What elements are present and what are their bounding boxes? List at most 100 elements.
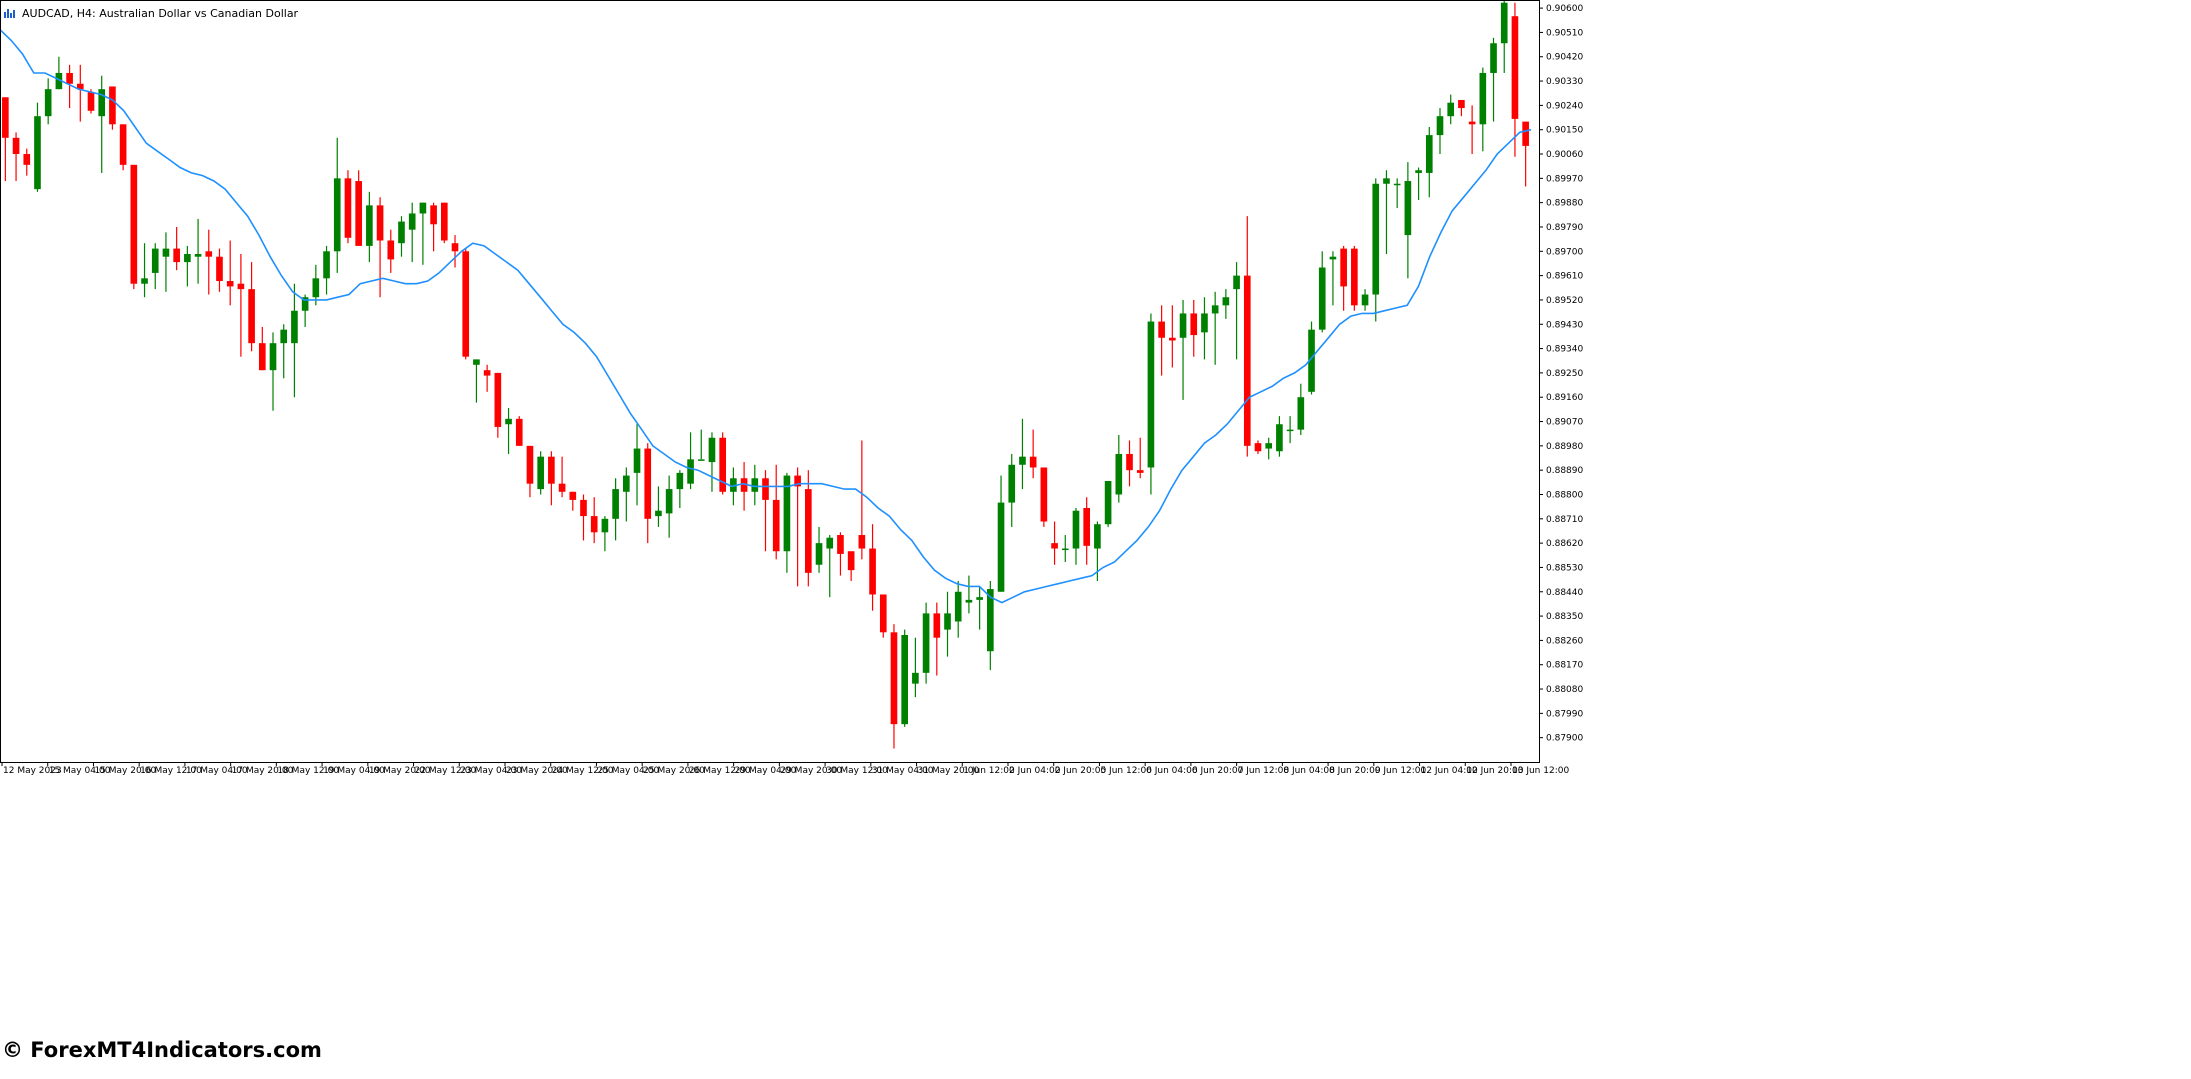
candle <box>355 170 362 246</box>
candle-body <box>1415 170 1422 173</box>
chart-window-icon <box>4 8 16 18</box>
candle-body <box>633 448 641 473</box>
moving-average-line <box>0 29 1532 604</box>
candle-body <box>697 459 705 461</box>
candle-body <box>269 343 277 371</box>
candle <box>558 456 566 498</box>
y-tick-label: 0.89070 <box>1546 418 1583 428</box>
candles-layer <box>2 0 1529 749</box>
candle <box>1104 480 1112 527</box>
x-tick-label: 23 May 20:00 <box>506 766 568 776</box>
candle-body <box>1254 443 1262 452</box>
candle <box>1169 305 1176 368</box>
candle <box>1436 108 1444 155</box>
x-tick-label: 30 May 12:00 <box>826 766 888 776</box>
candle <box>462 248 470 360</box>
x-tick-label: 6 Jun 20:00 <box>1192 766 1244 776</box>
candle-body <box>87 91 95 111</box>
candle <box>1083 497 1091 565</box>
candle-body <box>1008 464 1016 503</box>
candle <box>258 326 266 371</box>
candle <box>2 97 9 182</box>
candle-body <box>1490 43 1497 73</box>
candle <box>1136 437 1144 479</box>
y-tick-label: 0.90060 <box>1546 150 1583 160</box>
candle-body <box>965 599 973 603</box>
x-tick-label: 9 Jun 12:00 <box>1375 766 1427 776</box>
candle-body <box>740 478 748 492</box>
candle <box>162 232 170 292</box>
y-tick-label: 0.89700 <box>1546 247 1583 257</box>
candle-body <box>826 537 834 549</box>
candle <box>419 202 427 265</box>
candle-body <box>719 437 726 492</box>
candle <box>1383 170 1390 254</box>
candle-body <box>1233 275 1240 290</box>
candle-body <box>569 491 577 500</box>
candle-body <box>280 329 288 344</box>
candle-body <box>1286 429 1294 432</box>
y-tick-label: 0.89160 <box>1546 393 1583 403</box>
x-tick-label: 17 May 04:00 <box>186 766 248 776</box>
candle-body <box>805 489 812 573</box>
x-tick-label: 8 Jun 20:00 <box>1329 766 1381 776</box>
candle-body <box>473 359 480 365</box>
candle-body <box>66 72 73 84</box>
candle-body <box>676 472 684 490</box>
candle <box>1019 418 1026 490</box>
candle <box>1233 262 1240 360</box>
candle <box>366 191 373 263</box>
candle-body <box>408 213 416 230</box>
candle-body <box>23 154 31 165</box>
candle <box>34 102 41 192</box>
candle-body <box>762 478 769 500</box>
y-tick-label: 0.89430 <box>1546 320 1583 330</box>
candle <box>1158 305 1165 376</box>
candle <box>622 467 630 522</box>
candle <box>184 245 191 287</box>
x-tick-label: 29 May 04:00 <box>735 766 797 776</box>
candle-body <box>226 281 234 287</box>
candle <box>1404 162 1412 279</box>
candle <box>569 491 577 511</box>
candle-body <box>901 635 909 725</box>
candle-body <box>248 289 255 344</box>
candle-body <box>580 499 587 517</box>
candle <box>12 132 20 182</box>
x-tick-label: 22 May 12:00 <box>415 766 477 776</box>
candle-body <box>258 343 266 371</box>
candle <box>440 202 448 244</box>
candle <box>987 580 994 671</box>
candle-body <box>751 478 759 492</box>
candle-body <box>548 456 555 484</box>
candle <box>151 243 159 290</box>
candle <box>612 478 619 541</box>
candle <box>98 75 106 173</box>
x-tick-label: 24 May 12:00 <box>552 766 614 776</box>
candle <box>1490 37 1497 122</box>
x-tick-label: 25 May 04:00 <box>597 766 659 776</box>
x-tick-label: 13 Jun 12:00 <box>1512 766 1569 776</box>
y-tick-label: 0.89880 <box>1546 199 1583 209</box>
candle <box>665 475 673 538</box>
candle-body <box>1115 453 1123 495</box>
x-tick-label: 31 May 04:00 <box>872 766 934 776</box>
candle <box>1126 440 1133 487</box>
candle <box>55 56 63 90</box>
candle <box>1211 291 1219 365</box>
candle-body <box>237 283 245 290</box>
y-tick-label: 0.89250 <box>1546 369 1583 379</box>
candle <box>676 470 684 508</box>
y-tick-label: 0.90600 <box>1546 4 1583 14</box>
candle <box>430 202 437 252</box>
x-tick-label: 17 May 20:00 <box>232 766 294 776</box>
candle-body <box>291 310 298 344</box>
candle-body <box>462 251 470 357</box>
candle-body <box>1436 116 1444 136</box>
candle-body <box>944 613 951 630</box>
x-tick-label: 18 May 12:00 <box>277 766 339 776</box>
candle-body <box>1222 297 1230 306</box>
candle-body <box>1340 248 1347 287</box>
candle-body <box>687 459 694 484</box>
candle-body <box>430 205 437 225</box>
